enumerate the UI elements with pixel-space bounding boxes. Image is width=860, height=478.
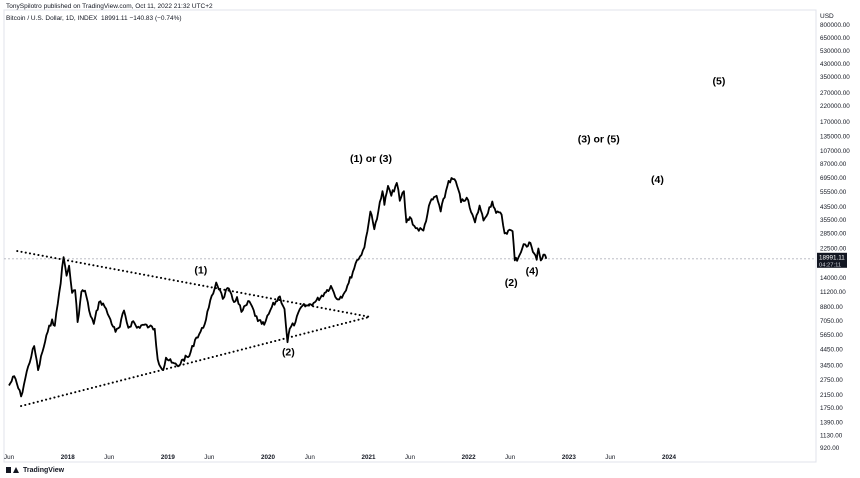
wave-label: (1) or (3) bbox=[350, 153, 392, 165]
y-tick-label: 14000.00 bbox=[820, 275, 847, 282]
wave-label: (2) bbox=[282, 346, 295, 358]
x-tick-label: Jun bbox=[104, 454, 115, 461]
y-tick-label: 920.00 bbox=[820, 445, 840, 452]
wave-label: (2) bbox=[505, 277, 518, 289]
y-tick-label: 1750.00 bbox=[820, 405, 843, 412]
x-tick-label: 2021 bbox=[361, 454, 376, 461]
btc-price-line bbox=[8, 177, 548, 398]
x-tick-label: 2019 bbox=[161, 454, 176, 461]
y-tick-label: 2750.00 bbox=[820, 377, 843, 384]
x-tick-label: 2024 bbox=[662, 454, 677, 461]
symbol-line: Bitcoin / U.S. Dollar, 1D, INDEX 18991.1… bbox=[6, 15, 182, 22]
x-tick-label: 2023 bbox=[562, 454, 577, 461]
x-tick-label: 2020 bbox=[261, 454, 276, 461]
tradingview-logo-icon bbox=[6, 466, 20, 474]
x-tick-label: Jun bbox=[605, 454, 616, 461]
y-tick-label: 650000.00 bbox=[820, 35, 850, 42]
y-tick-label: 22500.00 bbox=[820, 245, 847, 252]
y-tick-label: 55500.00 bbox=[820, 189, 847, 196]
symbol-name: Bitcoin / U.S. Dollar, 1D, INDEX bbox=[6, 15, 98, 22]
y-tick-label: 4450.00 bbox=[820, 347, 843, 354]
tradingview-footer: TradingView bbox=[6, 466, 64, 474]
wave-label: (5) bbox=[713, 75, 726, 87]
plot-frame bbox=[3, 9, 817, 463]
y-tick-label: 800000.00 bbox=[820, 22, 850, 29]
y-tick-label: 43500.00 bbox=[820, 204, 847, 211]
y-tick-label: 530000.00 bbox=[820, 48, 850, 55]
price-tag-box bbox=[817, 252, 847, 268]
last-price: 18991.11 bbox=[101, 15, 128, 22]
x-tick-label: Jun bbox=[405, 454, 416, 461]
x-tick-label: 2018 bbox=[61, 454, 76, 461]
y-tick-label: 1390.00 bbox=[820, 419, 843, 426]
y-tick-label: 430000.00 bbox=[820, 61, 850, 68]
y-tick-label: 5650.00 bbox=[820, 332, 843, 339]
x-tick-label: 2022 bbox=[462, 454, 477, 461]
y-tick-label: 350000.00 bbox=[820, 74, 850, 81]
y-tick-label: 7050.00 bbox=[820, 318, 843, 325]
wave-label: (4) bbox=[526, 265, 539, 277]
y-tick-label: 8800.00 bbox=[820, 304, 843, 311]
publisher-line: TonySpilotro published on TradingView.co… bbox=[6, 3, 213, 10]
currency-label: USD bbox=[820, 13, 834, 20]
triangle-trendline bbox=[16, 250, 371, 318]
y-tick-label: 135000.00 bbox=[820, 133, 850, 140]
wave-label: (4) bbox=[651, 174, 664, 186]
y-tick-label: 1130.00 bbox=[820, 432, 843, 439]
y-tick-label: 3450.00 bbox=[820, 363, 843, 370]
x-tick-label: Jun bbox=[4, 454, 15, 461]
y-tick-label: 2150.00 bbox=[820, 392, 843, 399]
y-tick-label: 170000.00 bbox=[820, 119, 850, 126]
price-tag-countdown: 04:27:11 bbox=[819, 262, 841, 268]
y-tick-label: 107000.00 bbox=[820, 148, 850, 155]
x-tick-label: Jun bbox=[305, 454, 316, 461]
x-tick-label: Jun bbox=[204, 454, 215, 461]
y-tick-label: 69500.00 bbox=[820, 175, 847, 182]
wave-label: (1) bbox=[194, 265, 207, 277]
y-tick-label: 87000.00 bbox=[820, 161, 847, 168]
y-tick-label: 28500.00 bbox=[820, 231, 847, 238]
y-tick-label: 270000.00 bbox=[820, 90, 850, 97]
x-tick-label: Jun bbox=[505, 454, 516, 461]
triangle-trendline bbox=[20, 315, 371, 408]
y-tick-label: 35500.00 bbox=[820, 217, 847, 224]
y-tick-label: 11200.00 bbox=[820, 289, 846, 296]
footer-brand: TradingView bbox=[23, 466, 65, 474]
wave-label: (3) or (5) bbox=[578, 134, 620, 146]
price-change: −140.83 (−0.74%) bbox=[129, 15, 182, 22]
y-tick-label: 220000.00 bbox=[820, 103, 850, 110]
price-tag-value: 18991.11 bbox=[819, 254, 845, 261]
